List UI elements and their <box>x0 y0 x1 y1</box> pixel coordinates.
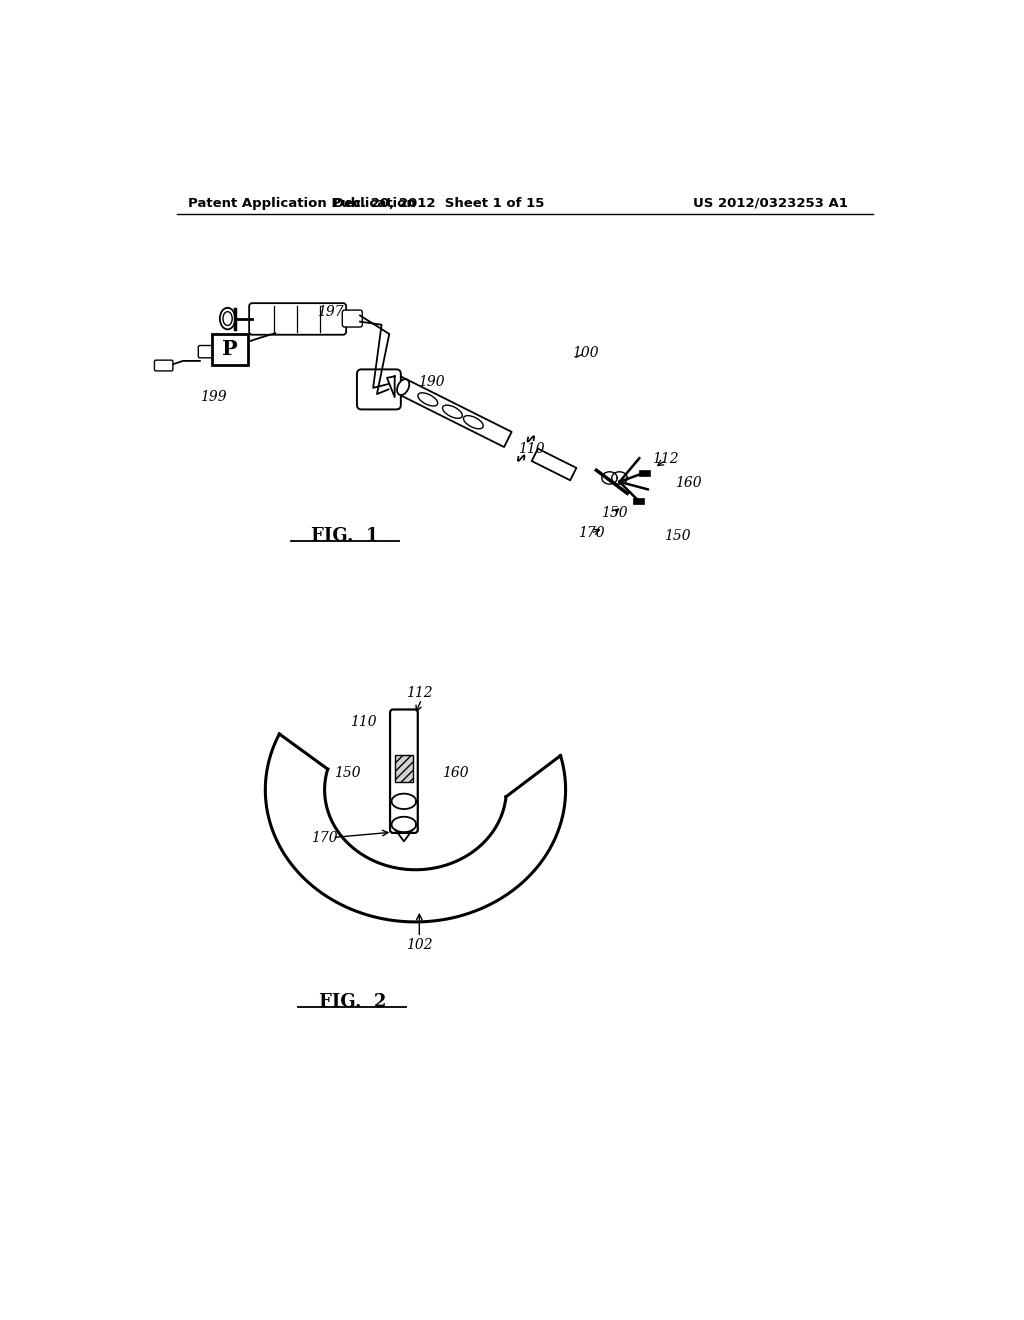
Text: 190: 190 <box>418 375 444 388</box>
Text: 102: 102 <box>406 939 432 952</box>
FancyBboxPatch shape <box>357 370 400 409</box>
Text: 150: 150 <box>335 766 361 780</box>
Text: US 2012/0323253 A1: US 2012/0323253 A1 <box>692 197 848 210</box>
Text: P: P <box>222 339 238 359</box>
Ellipse shape <box>442 405 462 418</box>
FancyBboxPatch shape <box>342 310 362 327</box>
Text: 100: 100 <box>571 346 598 360</box>
Text: 150: 150 <box>664 529 690 543</box>
FancyBboxPatch shape <box>249 304 346 335</box>
Text: 112: 112 <box>652 451 679 466</box>
Text: Patent Application Publication: Patent Application Publication <box>188 197 416 210</box>
Text: 197: 197 <box>317 305 344 319</box>
Text: 170: 170 <box>578 527 604 540</box>
FancyBboxPatch shape <box>394 755 413 781</box>
Polygon shape <box>381 371 512 447</box>
Text: 160: 160 <box>442 766 469 780</box>
Polygon shape <box>387 376 394 397</box>
FancyBboxPatch shape <box>155 360 173 371</box>
FancyBboxPatch shape <box>633 498 644 504</box>
FancyBboxPatch shape <box>212 334 248 364</box>
FancyBboxPatch shape <box>199 346 221 358</box>
Text: 110: 110 <box>350 714 377 729</box>
Text: 112: 112 <box>406 686 432 700</box>
Text: Dec. 20, 2012  Sheet 1 of 15: Dec. 20, 2012 Sheet 1 of 15 <box>333 197 544 210</box>
FancyBboxPatch shape <box>390 709 418 833</box>
Text: FIG.  2: FIG. 2 <box>318 993 386 1011</box>
Text: 199: 199 <box>201 391 227 404</box>
Text: 160: 160 <box>676 477 702 490</box>
Ellipse shape <box>464 416 483 429</box>
Text: 170: 170 <box>311 830 338 845</box>
Text: FIG.  1: FIG. 1 <box>311 527 378 545</box>
Ellipse shape <box>397 379 410 395</box>
FancyBboxPatch shape <box>639 470 650 475</box>
Ellipse shape <box>220 308 236 330</box>
Text: 150: 150 <box>601 506 628 520</box>
Text: 110: 110 <box>518 442 545 457</box>
Ellipse shape <box>223 312 232 326</box>
Ellipse shape <box>418 393 437 407</box>
Polygon shape <box>531 449 577 480</box>
